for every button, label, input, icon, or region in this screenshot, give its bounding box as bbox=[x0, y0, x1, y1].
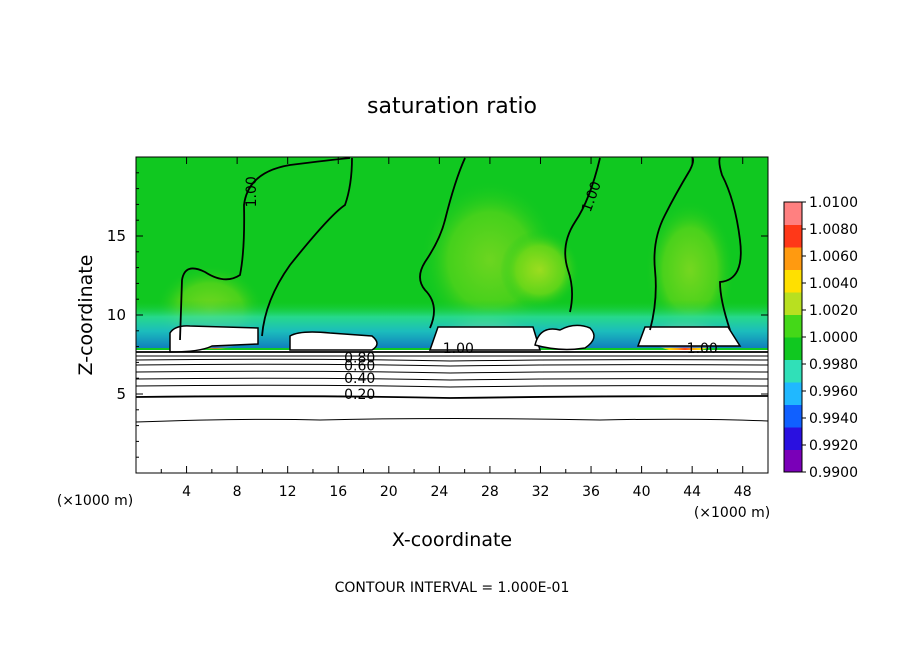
cloud-regions bbox=[169, 324, 742, 353]
y-tick-label: 15 bbox=[107, 227, 126, 245]
colorbar-swatch bbox=[784, 404, 802, 428]
x-axis: 4 8 12 16 20 24 28 32 36 40 44 48 bbox=[160, 157, 752, 500]
y-tick-label: 5 bbox=[116, 385, 126, 403]
contour-label: 0.80 bbox=[344, 351, 375, 367]
colorbar-tick-label: 1.0000 bbox=[809, 330, 858, 346]
colorbar-swatch bbox=[784, 382, 802, 405]
colorbar-tick-label: 1.0040 bbox=[809, 276, 858, 292]
colorbar-swatch bbox=[784, 269, 802, 293]
contour-lines bbox=[136, 157, 768, 423]
colorbar: 0.9900 0.9920 0.9940 0.9960 0.9980 1.0000 1.00… bbox=[783, 195, 858, 481]
x-tick-label: 32 bbox=[532, 484, 550, 500]
colorbar-swatch bbox=[784, 247, 802, 270]
contour-interval-footer: CONTOUR INTERVAL = 1.000E-01 bbox=[335, 580, 570, 596]
x-axis-label: X-coordinate bbox=[392, 529, 512, 551]
chart-title: saturation ratio bbox=[367, 94, 537, 119]
contour-label: 1.00 bbox=[687, 341, 718, 357]
x-tick-label: 16 bbox=[329, 484, 347, 500]
colorbar-swatch bbox=[784, 337, 802, 360]
y-axis: 5 10 15 bbox=[107, 172, 768, 458]
colorbar-tick-label: 0.9940 bbox=[809, 411, 858, 427]
plot-area: 1.00 1.001.00 1.000.800.600.400.20 bbox=[136, 157, 768, 473]
x-unit-left: (×1000 m) bbox=[57, 493, 133, 509]
colorbar-tick-label: 0.9920 bbox=[809, 438, 858, 454]
x-tick-label: 4 bbox=[182, 484, 191, 500]
x-tick-label: 44 bbox=[683, 484, 701, 500]
y-axis-label: Z-coordinate bbox=[75, 255, 97, 376]
contour-label: 0.60 bbox=[344, 359, 375, 375]
colorbar-tick-label: 1.0020 bbox=[809, 303, 858, 319]
colorbar-swatch bbox=[784, 314, 802, 338]
x-tick-label: 36 bbox=[582, 484, 600, 500]
contour-label: 0.20 bbox=[344, 387, 375, 403]
x-tick-label: 20 bbox=[380, 484, 398, 500]
x-tick-label: 40 bbox=[633, 484, 651, 500]
x-tick-label: 12 bbox=[279, 484, 297, 500]
colorbar-tick-label: 0.9980 bbox=[809, 357, 858, 373]
lower-white-region bbox=[136, 350, 768, 473]
colorbar-tick-label: 1.0100 bbox=[809, 195, 858, 211]
x-tick-label: 24 bbox=[430, 484, 448, 500]
colorbar-swatch bbox=[784, 224, 802, 248]
colorbar-swatch bbox=[784, 292, 802, 315]
colorbar-tick-label: 1.0080 bbox=[809, 222, 858, 238]
x-unit-right: (×1000 m) bbox=[694, 505, 770, 521]
colorbar-swatch bbox=[784, 359, 802, 383]
x-tick-label: 8 bbox=[233, 484, 242, 500]
colorbar-tick-label: 1.0060 bbox=[809, 249, 858, 265]
contour-label: 0.40 bbox=[344, 371, 375, 387]
colorbar-tick-label: 0.9960 bbox=[809, 384, 858, 400]
x-tick-label: 48 bbox=[734, 484, 752, 500]
colorbar-swatch bbox=[784, 202, 802, 225]
colorbar-swatch bbox=[784, 449, 802, 473]
colorbar-swatch bbox=[784, 427, 802, 450]
contour-label: 1.00 bbox=[244, 176, 260, 207]
x-tick-label: 28 bbox=[481, 484, 499, 500]
contour-label: 1.00 bbox=[443, 341, 474, 357]
colorbar-tick-label: 0.9900 bbox=[809, 465, 858, 481]
y-tick-label: 10 bbox=[107, 306, 126, 324]
